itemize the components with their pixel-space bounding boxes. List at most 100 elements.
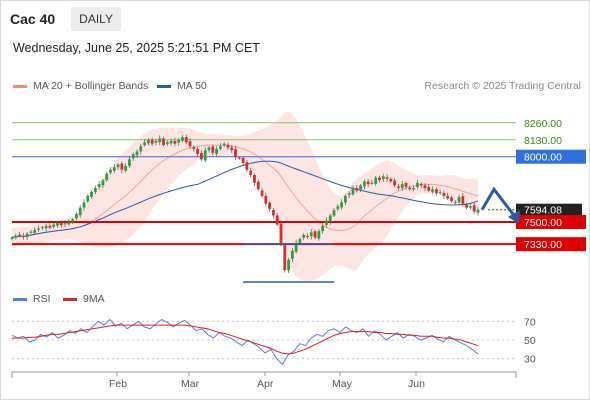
candle-body	[215, 148, 218, 154]
candle-body	[378, 177, 381, 181]
level-label-resistance: 8000.00	[524, 152, 562, 164]
candle-body	[275, 215, 279, 225]
candle-body	[249, 170, 253, 175]
candle-body	[75, 214, 78, 219]
candle-body	[192, 147, 196, 149]
candle-body	[44, 225, 48, 229]
candle-body	[162, 138, 165, 145]
candle-body	[139, 146, 143, 152]
forecast-arrow-head	[508, 210, 520, 225]
candle-body	[135, 151, 139, 156]
candle-body	[294, 242, 298, 252]
candle-body	[317, 231, 321, 239]
candle-body	[177, 139, 181, 143]
candle-body	[21, 236, 25, 238]
candle-body	[461, 196, 465, 204]
candle-body	[237, 157, 241, 159]
candle-body	[328, 215, 332, 222]
candle-body	[112, 167, 116, 171]
candle-body	[287, 259, 290, 271]
level-label-target: 8260.00	[524, 118, 562, 130]
rsi-tick-label: 70	[524, 316, 536, 328]
candle-body	[181, 137, 184, 141]
x-tick-label: Feb	[109, 378, 127, 390]
candle-body	[33, 229, 37, 233]
candle-body	[419, 183, 423, 186]
candle-body	[389, 178, 393, 182]
candle-body	[450, 197, 453, 202]
candle-body	[290, 250, 294, 259]
legend-label-ma20: MA 20 + Bollinger Bands	[33, 80, 149, 92]
candle-body	[234, 149, 237, 157]
candle-body	[400, 184, 404, 189]
tab-timeframe[interactable]: DAILY	[71, 7, 121, 31]
candle-body	[469, 206, 472, 208]
candle-body	[408, 187, 412, 190]
legend-swatch-rsi	[13, 297, 27, 301]
candle-body	[366, 181, 370, 185]
candle-body	[124, 165, 128, 171]
candle-body	[78, 207, 82, 216]
candle-body	[453, 202, 457, 204]
candle-body	[359, 185, 362, 190]
candle-body	[63, 223, 67, 225]
candle-body	[272, 209, 275, 216]
candle-body	[457, 197, 461, 203]
candle-body	[14, 235, 18, 238]
candle-body	[355, 188, 359, 191]
candle-body	[245, 162, 249, 170]
candle-body	[351, 188, 355, 195]
x-tick-label: Apr	[257, 378, 274, 390]
ma50-line	[11, 160, 479, 239]
legend-ma20: MA 20 + Bollinger Bands	[13, 80, 148, 92]
candle-body	[116, 164, 120, 168]
candle-body	[25, 233, 29, 237]
level-tag-support	[516, 214, 586, 229]
candle-body	[434, 189, 438, 194]
level-label-support: 7500.00	[524, 217, 562, 229]
candle-body	[404, 183, 408, 187]
x-tick-label: Mar	[181, 378, 200, 390]
candle-body	[260, 190, 264, 196]
chart-header: Cac 40 DAILY	[10, 7, 121, 31]
candle-body	[397, 186, 400, 189]
candle-body	[415, 182, 419, 187]
candle-body	[298, 238, 302, 243]
candle-body	[332, 210, 336, 216]
level-tag-resistance	[516, 149, 586, 164]
candle-body	[279, 223, 283, 245]
candle-body	[196, 148, 200, 155]
candle-body	[59, 222, 63, 226]
candle-body	[442, 193, 446, 196]
candle-body	[131, 154, 135, 159]
candle-body	[10, 237, 14, 239]
candle-body	[29, 231, 33, 233]
candle-body	[347, 193, 351, 195]
rsi-series-line	[12, 324, 479, 355]
legend-swatch-9ma	[63, 297, 77, 301]
candle-body	[268, 202, 272, 209]
candle-body	[173, 141, 177, 144]
candle-body	[374, 177, 378, 184]
last-price-label: 7594.08	[524, 205, 562, 217]
candle-body	[165, 142, 169, 144]
candle-body	[431, 189, 434, 192]
candle-body	[465, 204, 469, 208]
candle-body	[158, 138, 162, 143]
candle-body	[207, 147, 211, 151]
forecast-arrow	[480, 186, 518, 219]
candle-body	[90, 191, 93, 197]
candle-body	[188, 141, 192, 147]
level-label-support: 7330.00	[524, 239, 562, 251]
candle-body	[222, 143, 226, 146]
candle-body	[309, 232, 313, 237]
candle-body	[412, 188, 415, 190]
candle-body	[256, 181, 260, 190]
candle-body	[393, 180, 397, 186]
candle-body	[143, 142, 147, 146]
candle-body	[93, 188, 97, 192]
candle-body	[40, 227, 44, 229]
candle-body	[313, 231, 317, 238]
candle-body	[306, 236, 309, 238]
